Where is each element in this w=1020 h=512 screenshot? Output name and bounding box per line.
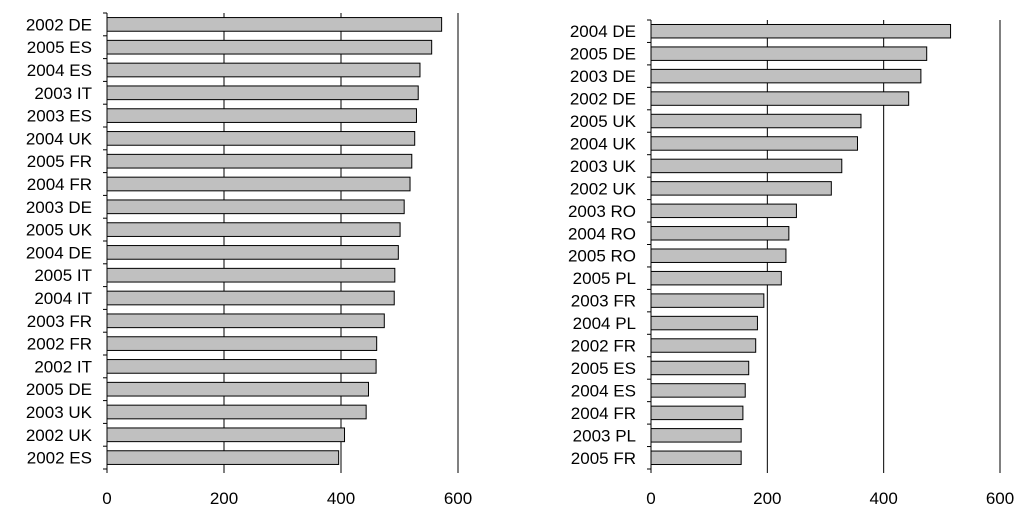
- chart-1-bar-3: [106, 85, 419, 101]
- chart-1-category-label-9: 2005 UK: [26, 221, 93, 240]
- chart-1-bar-17: [106, 404, 367, 420]
- chart-2-xtick-label-1: 200: [753, 489, 781, 508]
- chart-1: 2002 DE 2005 ES 2004 ES 2003 IT 2003 ES 2004 …: [26, 12, 472, 508]
- chart-1-category-label-10: 2004 DE: [26, 243, 92, 262]
- chart-1-category-label-8: 2003 DE: [26, 198, 92, 217]
- chart-1-category-label-16: 2005 DE: [26, 380, 92, 399]
- chart-2-bar-6: [650, 158, 843, 174]
- chart-1-xtick-label-0: 0: [102, 489, 111, 508]
- chart-2-category-label-16: 2004 ES: [571, 381, 636, 400]
- chart-1-category-label-11: 2005 IT: [34, 266, 92, 285]
- chart-2-category-label-11: 2005 PL: [573, 269, 636, 288]
- chart-1-bar-15: [106, 359, 377, 374]
- chart-2-bar-4: [650, 113, 862, 129]
- chart-1-bar-8: [106, 199, 405, 215]
- chart-1-bar-19: [106, 450, 340, 465]
- chart-2-bar-0: [650, 23, 952, 39]
- chart-2-category-label-15: 2005 ES: [571, 359, 636, 378]
- chart-1-category-label-18: 2002 UK: [26, 426, 93, 445]
- chart-2-category-label-3: 2002 DE: [570, 90, 636, 109]
- chart-1-category-label-13: 2003 FR: [27, 312, 92, 331]
- chart-2-category-label-1: 2005 DE: [570, 45, 636, 64]
- chart-2-bar-12: [650, 293, 765, 308]
- chart-1-bar-16: [106, 381, 369, 397]
- chart-1-category-label-12: 2004 IT: [34, 289, 92, 308]
- chart-2-bar-16: [650, 383, 746, 398]
- chart-2-bar-18: [650, 428, 742, 443]
- chart-2-xtick-label-3: 600: [986, 489, 1014, 508]
- chart-1-category-label-2: 2004 ES: [27, 61, 92, 80]
- chart-1-bar-18: [106, 427, 346, 443]
- chart-1-category-label-19: 2002 ES: [27, 449, 92, 468]
- chart-2-bar-17: [650, 405, 744, 421]
- chart-2-bar-14: [650, 338, 757, 353]
- chart-2-bar-9: [650, 226, 790, 241]
- chart-1-bar-9: [106, 222, 401, 237]
- chart-2-bar-13: [650, 315, 758, 331]
- chart-2-bar-19: [650, 450, 742, 466]
- chart-2-bar-3: [650, 91, 910, 106]
- chart-2-category-label-13: 2004 PL: [573, 314, 636, 333]
- chart-2-category-label-2: 2003 DE: [570, 67, 636, 86]
- chart-1-bar-2: [106, 62, 421, 78]
- chart-2-xtick-label-0: 0: [646, 489, 655, 508]
- chart-1-xtick-label-1: 200: [210, 489, 238, 508]
- chart-1-xtick-label-2: 400: [327, 489, 355, 508]
- chart-2-category-label-12: 2003 FR: [571, 292, 636, 311]
- chart-2-category-label-0: 2004 DE: [570, 22, 636, 41]
- chart-1-bar-13: [106, 313, 385, 329]
- chart-1-bar-11: [106, 267, 396, 283]
- chart-1-bar-14: [106, 336, 378, 351]
- chart-1-category-label-15: 2002 IT: [34, 357, 92, 376]
- chart-1-category-label-14: 2002 FR: [27, 335, 92, 354]
- chart-2-category-label-17: 2004 FR: [571, 404, 636, 423]
- chart-1-xtick-label-3: 600: [444, 489, 472, 508]
- chart-2-bar-11: [650, 270, 782, 286]
- chart-1-bar-5: [106, 131, 416, 146]
- chart-2-category-label-4: 2005 UK: [570, 112, 637, 131]
- chart-2-category-label-18: 2003 PL: [573, 426, 636, 445]
- chart-2: 2004 DE 2005 DE 2003 DE 2002 DE 2005 UK 2004 …: [568, 19, 1014, 508]
- chart-2-bar-15: [650, 360, 750, 376]
- chart-1-bar-0: [106, 17, 443, 32]
- chart-1-category-label-4: 2003 ES: [27, 107, 92, 126]
- chart-2-bar-10: [650, 248, 787, 263]
- chart-1-bar-4: [106, 108, 417, 123]
- chart-2-category-label-10: 2005 RO: [568, 247, 636, 266]
- chart-1-bar-12: [106, 290, 395, 306]
- chart-1-category-label-6: 2005 FR: [27, 152, 92, 171]
- chart-2-bar-2: [650, 68, 922, 84]
- chart-2-category-label-7: 2002 UK: [570, 179, 637, 198]
- chart-2-bar-5: [650, 136, 858, 151]
- chart-2-category-label-6: 2003 UK: [570, 157, 637, 176]
- chart-2-bar-8: [650, 203, 797, 219]
- chart-2-category-label-5: 2004 UK: [570, 134, 637, 153]
- chart-2-category-label-19: 2005 FR: [571, 449, 636, 468]
- chart-1-category-label-3: 2003 IT: [34, 84, 92, 103]
- chart-2-category-label-9: 2004 RO: [568, 224, 636, 243]
- chart-1-bar-6: [106, 153, 413, 169]
- chart-2-bar-7: [650, 181, 832, 196]
- chart-2-bar-1: [650, 46, 928, 61]
- chart-1-category-label-7: 2004 FR: [27, 175, 92, 194]
- chart-1-bar-7: [106, 176, 411, 192]
- chart-2-xtick-label-2: 400: [869, 489, 897, 508]
- chart-1-category-label-1: 2005 ES: [27, 38, 92, 57]
- chart-1-bar-1: [106, 39, 433, 55]
- chart-1-category-label-5: 2004 UK: [26, 129, 93, 148]
- chart-2-category-label-14: 2002 FR: [571, 337, 636, 356]
- chart-1-category-label-17: 2003 UK: [26, 403, 93, 422]
- chart-1-category-label-0: 2002 DE: [26, 15, 92, 34]
- chart-1-bar-10: [106, 245, 399, 260]
- chart-2-category-label-8: 2003 RO: [568, 202, 636, 221]
